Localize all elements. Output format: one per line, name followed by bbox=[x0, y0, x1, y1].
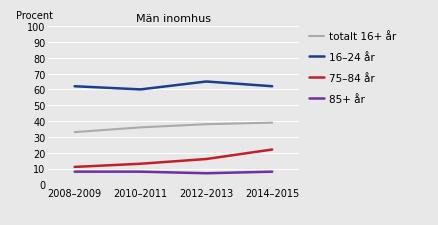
Line: 75–84 år: 75–84 år bbox=[74, 150, 272, 167]
85+ år bbox=[138, 171, 143, 173]
totalt 16+ år bbox=[138, 126, 143, 129]
85+ år bbox=[269, 171, 274, 173]
16–24 år bbox=[72, 86, 77, 88]
75–84 år bbox=[269, 148, 274, 151]
85+ år bbox=[203, 172, 208, 175]
Text: Procent: Procent bbox=[16, 11, 53, 21]
Line: totalt 16+ år: totalt 16+ år bbox=[74, 123, 272, 133]
16–24 år bbox=[138, 89, 143, 91]
Line: 16–24 år: 16–24 år bbox=[74, 82, 272, 90]
Line: 85+ år: 85+ år bbox=[74, 172, 272, 173]
16–24 år bbox=[203, 81, 208, 83]
75–84 år bbox=[72, 166, 77, 169]
totalt 16+ år bbox=[203, 123, 208, 126]
75–84 år bbox=[138, 163, 143, 165]
totalt 16+ år bbox=[269, 122, 274, 124]
totalt 16+ år bbox=[72, 131, 77, 134]
16–24 år bbox=[269, 86, 274, 88]
Legend: totalt 16+ år, 16–24 år, 75–84 år, 85+ år: totalt 16+ år, 16–24 år, 75–84 år, 85+ å… bbox=[308, 32, 395, 105]
Title: Män inomhus: Män inomhus bbox=[136, 14, 210, 23]
85+ år bbox=[72, 171, 77, 173]
75–84 år bbox=[203, 158, 208, 161]
